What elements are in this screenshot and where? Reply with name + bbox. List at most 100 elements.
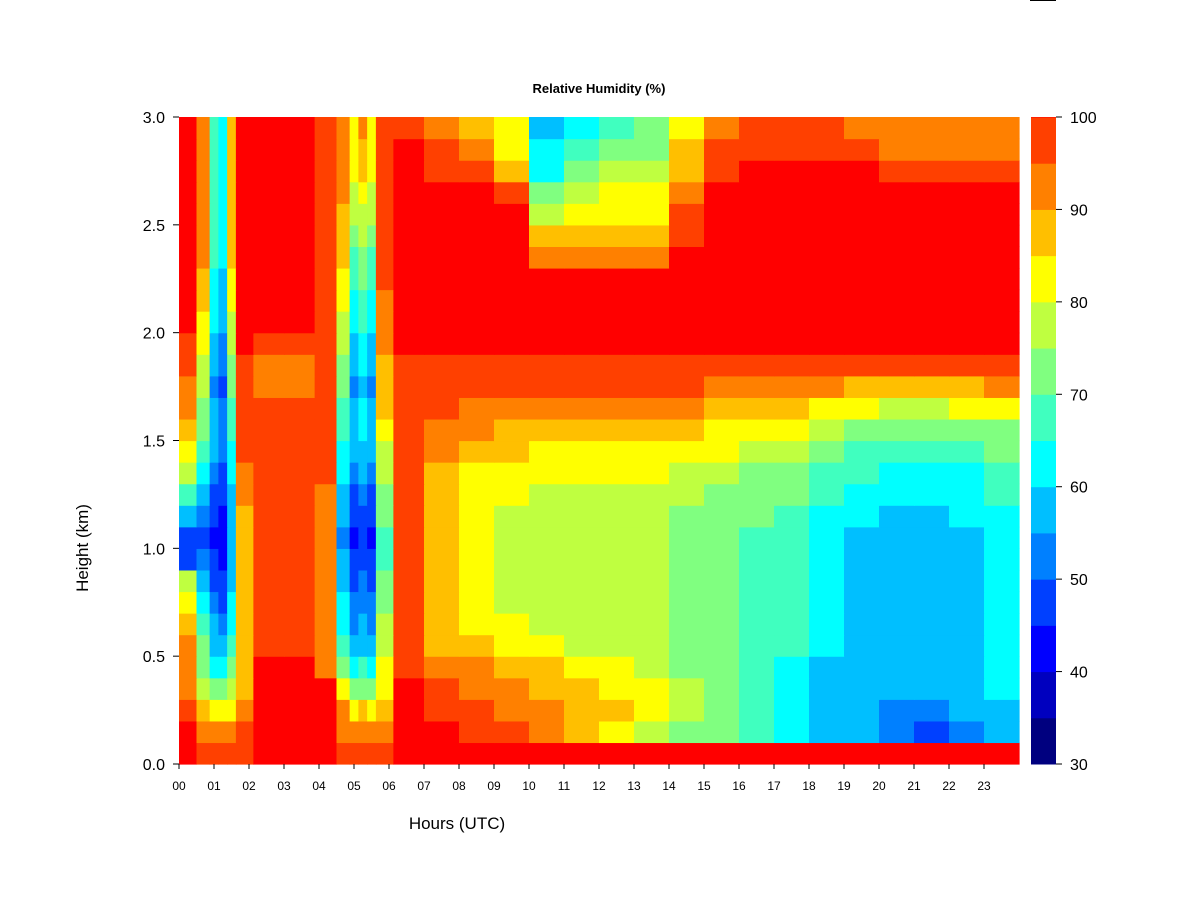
heatmap-cell [634, 138, 670, 161]
heatmap-cell [375, 569, 394, 593]
heatmap-cell [669, 483, 705, 506]
heatmap-cell [424, 160, 460, 183]
heatmap-cell [949, 246, 985, 269]
heatmap-cell [349, 397, 359, 420]
heatmap-cell [336, 720, 351, 744]
heatmap-cell [358, 440, 368, 463]
heatmap-cell [367, 375, 377, 398]
heatmap-cell [196, 311, 211, 334]
heatmap-cell [367, 634, 377, 657]
heatmap-cell [529, 699, 565, 722]
heatmap-cell [984, 160, 1020, 183]
heatmap-cell [844, 591, 880, 614]
heatmap-cell [209, 548, 219, 571]
heatmap-cell [774, 526, 810, 549]
heatmap-cell [424, 720, 460, 744]
heatmap-cell [634, 569, 670, 593]
heatmap-cell [336, 613, 351, 636]
heatmap-cell [375, 246, 394, 269]
heatmap-cell [809, 397, 845, 420]
colorbar-tick-label: 100 [1070, 110, 1097, 127]
heatmap-cell [358, 505, 368, 528]
heatmap-cell [393, 569, 425, 593]
heatmap-cell [949, 440, 985, 463]
heatmap-cell [564, 440, 600, 463]
heatmap-cell [424, 375, 460, 398]
heatmap-cell [393, 440, 425, 463]
heatmap-cell [494, 117, 530, 140]
heatmap-cell [739, 656, 775, 679]
x-tick-label: 01 [207, 779, 221, 793]
x-tick-label: 23 [977, 779, 991, 793]
heatmap-cell [209, 117, 219, 140]
heatmap-cell [879, 138, 915, 161]
heatmap-cell [459, 138, 495, 161]
x-tick-label: 02 [242, 779, 256, 793]
heatmap-cell [809, 699, 845, 722]
heatmap-cell [196, 160, 211, 183]
heatmap-cell [494, 699, 530, 722]
heatmap-cell [774, 203, 810, 226]
heatmap-cell [459, 505, 495, 528]
heatmap-cell [494, 569, 530, 593]
heatmap-cell [704, 311, 740, 334]
heatmap-cell [844, 138, 880, 161]
heatmap-cell [774, 591, 810, 614]
heatmap-cell [564, 332, 600, 355]
heatmap-cell [529, 354, 565, 377]
heatmap-cell [914, 699, 950, 722]
x-tick-label: 13 [627, 779, 641, 793]
heatmap-cell [367, 656, 377, 679]
heatmap-cell [424, 181, 460, 204]
heatmap-cell [349, 634, 359, 657]
heatmap-cell [914, 332, 950, 355]
heatmap-cell [844, 634, 880, 657]
colorbar-swatch [1031, 394, 1056, 441]
heatmap-cell [393, 267, 425, 291]
x-tick-label: 12 [592, 779, 606, 793]
heatmap-cell [424, 332, 460, 355]
heatmap-cell [669, 656, 705, 679]
heatmap-cell [564, 418, 600, 442]
heatmap-cell [209, 569, 219, 593]
heatmap-cell [494, 354, 530, 377]
heatmap-cell [739, 699, 775, 722]
heatmap-cell [284, 548, 316, 571]
heatmap-cell [227, 203, 237, 226]
heatmap-cell [209, 418, 219, 442]
heatmap-cell [879, 720, 915, 744]
heatmap-cell [253, 613, 285, 636]
heatmap-cell [879, 634, 915, 657]
heatmap-cell [879, 569, 915, 593]
heatmap-cell [844, 160, 880, 183]
heatmap-cell [314, 354, 338, 377]
heatmap-cell [284, 699, 316, 722]
heatmap-cell [179, 699, 198, 722]
heatmap-cell [459, 440, 495, 463]
heatmap-cell [336, 440, 351, 463]
heatmap-cell [218, 138, 228, 161]
heatmap-cell [196, 354, 211, 377]
colorbar-tick-label: 50 [1070, 572, 1088, 589]
heatmap-cell [284, 483, 316, 506]
heatmap-cell [349, 440, 359, 463]
heatmap-cell [704, 505, 740, 528]
heatmap-cell [984, 267, 1020, 291]
heatmap-cell [218, 160, 228, 183]
heatmap-cell [529, 677, 565, 700]
heatmap-cell [314, 160, 338, 183]
heatmap-cell [844, 117, 880, 140]
heatmap-cell [358, 656, 368, 679]
heatmap-cell [375, 117, 394, 140]
heatmap-cell [393, 354, 425, 377]
colorbar-legend: 30 40 50 60 70 80 90 100 [1031, 110, 1097, 774]
heatmap-cell [393, 289, 425, 312]
heatmap-cell [367, 677, 377, 700]
heatmap-cell [669, 160, 705, 183]
heatmap-cell [336, 117, 351, 140]
heatmap-cell [196, 462, 211, 485]
heatmap-cell [314, 462, 338, 485]
heatmap-cell [949, 742, 985, 765]
heatmap-cell [879, 160, 915, 183]
heatmap-cell [739, 418, 775, 442]
